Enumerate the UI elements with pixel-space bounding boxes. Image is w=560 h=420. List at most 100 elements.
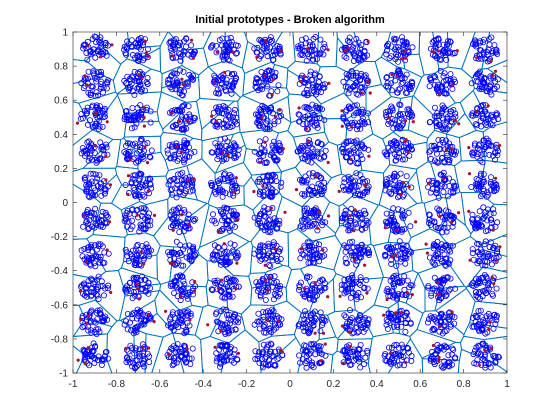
prototype-point bbox=[216, 51, 219, 54]
prototype-point bbox=[180, 151, 183, 154]
x-tick-label: 0.4 bbox=[370, 379, 384, 390]
prototype-point bbox=[438, 293, 441, 296]
prototype-point bbox=[384, 226, 387, 229]
prototype-point bbox=[167, 353, 170, 356]
prototype-point bbox=[498, 144, 501, 147]
prototype-point bbox=[188, 223, 191, 226]
prototype-point bbox=[147, 346, 150, 349]
prototype-point bbox=[385, 298, 388, 301]
prototype-point bbox=[426, 252, 429, 255]
prototype-point bbox=[425, 243, 428, 246]
prototype-point bbox=[318, 210, 321, 213]
prototype-point bbox=[327, 48, 330, 51]
prototype-point bbox=[143, 116, 146, 119]
prototype-point bbox=[299, 80, 302, 83]
prototype-point bbox=[488, 320, 491, 323]
prototype-point bbox=[85, 260, 88, 263]
prototype-point bbox=[138, 73, 141, 76]
prototype-point bbox=[326, 295, 329, 298]
prototype-point bbox=[400, 311, 403, 314]
prototype-point bbox=[143, 145, 146, 148]
prototype-point bbox=[469, 259, 472, 262]
x-tick-label: 0.6 bbox=[413, 379, 427, 390]
prototype-point bbox=[99, 55, 102, 58]
prototype-point bbox=[147, 313, 150, 316]
x-tick-label: -1 bbox=[69, 379, 78, 390]
chart-title: Initial prototypes - Broken algorithm bbox=[195, 14, 385, 26]
prototype-point bbox=[140, 77, 143, 80]
prototype-point bbox=[86, 84, 89, 87]
prototype-point bbox=[283, 211, 286, 214]
x-tick-label: -0.4 bbox=[195, 379, 213, 390]
x-tick-label: -0.6 bbox=[151, 379, 169, 390]
prototype-point bbox=[274, 248, 277, 251]
prototype-point bbox=[171, 54, 174, 57]
prototype-point bbox=[411, 293, 414, 296]
prototype-point bbox=[217, 230, 220, 233]
prototype-point bbox=[192, 177, 195, 180]
prototype-point bbox=[363, 184, 366, 187]
prototype-point bbox=[457, 122, 460, 125]
prototype-point bbox=[263, 74, 266, 77]
prototype-point bbox=[280, 49, 283, 52]
prototype-point bbox=[147, 189, 150, 192]
prototype-point bbox=[353, 208, 356, 211]
prototype-point bbox=[129, 158, 132, 161]
prototype-point bbox=[387, 116, 390, 119]
prototype-point bbox=[487, 104, 490, 107]
prototype-point bbox=[404, 50, 407, 53]
prototype-point bbox=[454, 119, 457, 122]
prototype-point bbox=[87, 315, 90, 318]
prototype-point bbox=[233, 190, 236, 193]
prototype-point bbox=[437, 281, 440, 284]
prototype-point bbox=[498, 245, 501, 248]
prototype-point bbox=[347, 47, 350, 50]
prototype-point bbox=[414, 220, 417, 223]
prototype-point bbox=[432, 50, 435, 53]
prototype-point bbox=[266, 289, 269, 292]
x-tick-label: 0.2 bbox=[326, 379, 340, 390]
prototype-point bbox=[313, 281, 316, 284]
prototype-point bbox=[342, 362, 345, 365]
prototype-point bbox=[86, 44, 89, 47]
prototype-point bbox=[136, 287, 139, 290]
prototype-point bbox=[104, 178, 107, 181]
prototype-point bbox=[314, 332, 317, 335]
x-tick-label: 1 bbox=[504, 379, 510, 390]
prototype-point bbox=[76, 122, 79, 125]
prototype-point bbox=[367, 40, 370, 43]
prototype-point bbox=[136, 214, 139, 217]
y-tick-label: 0.4 bbox=[54, 130, 68, 141]
prototype-point bbox=[141, 346, 144, 349]
prototype-point bbox=[404, 119, 407, 122]
prototype-point bbox=[282, 147, 285, 150]
prototype-point bbox=[206, 323, 209, 326]
prototype-point bbox=[338, 190, 341, 193]
prototype-point bbox=[306, 47, 309, 50]
prototype-point bbox=[478, 364, 481, 367]
prototype-point bbox=[382, 314, 385, 317]
prototype-point bbox=[366, 80, 369, 83]
prototype-point bbox=[339, 295, 342, 298]
prototype-point bbox=[217, 287, 220, 290]
prototype-point bbox=[298, 106, 301, 109]
prototype-point bbox=[180, 213, 183, 216]
prototype-point bbox=[367, 155, 370, 158]
prototype-point bbox=[490, 59, 493, 62]
prototype-point bbox=[126, 193, 129, 196]
prototype-point bbox=[261, 184, 264, 187]
prototype-point bbox=[178, 120, 181, 123]
prototype-point bbox=[79, 318, 82, 321]
prototype-point bbox=[106, 248, 109, 251]
prototype-point bbox=[182, 83, 185, 86]
prototype-point bbox=[494, 70, 497, 73]
prototype-point bbox=[192, 57, 195, 60]
prototype-point bbox=[271, 93, 274, 96]
prototype-point bbox=[437, 49, 440, 52]
prototype-point bbox=[278, 109, 281, 112]
prototype-point bbox=[179, 295, 182, 298]
prototype-point bbox=[94, 144, 97, 147]
prototype-point bbox=[450, 147, 453, 150]
prototype-point bbox=[79, 290, 82, 293]
prototype-point bbox=[164, 310, 167, 313]
